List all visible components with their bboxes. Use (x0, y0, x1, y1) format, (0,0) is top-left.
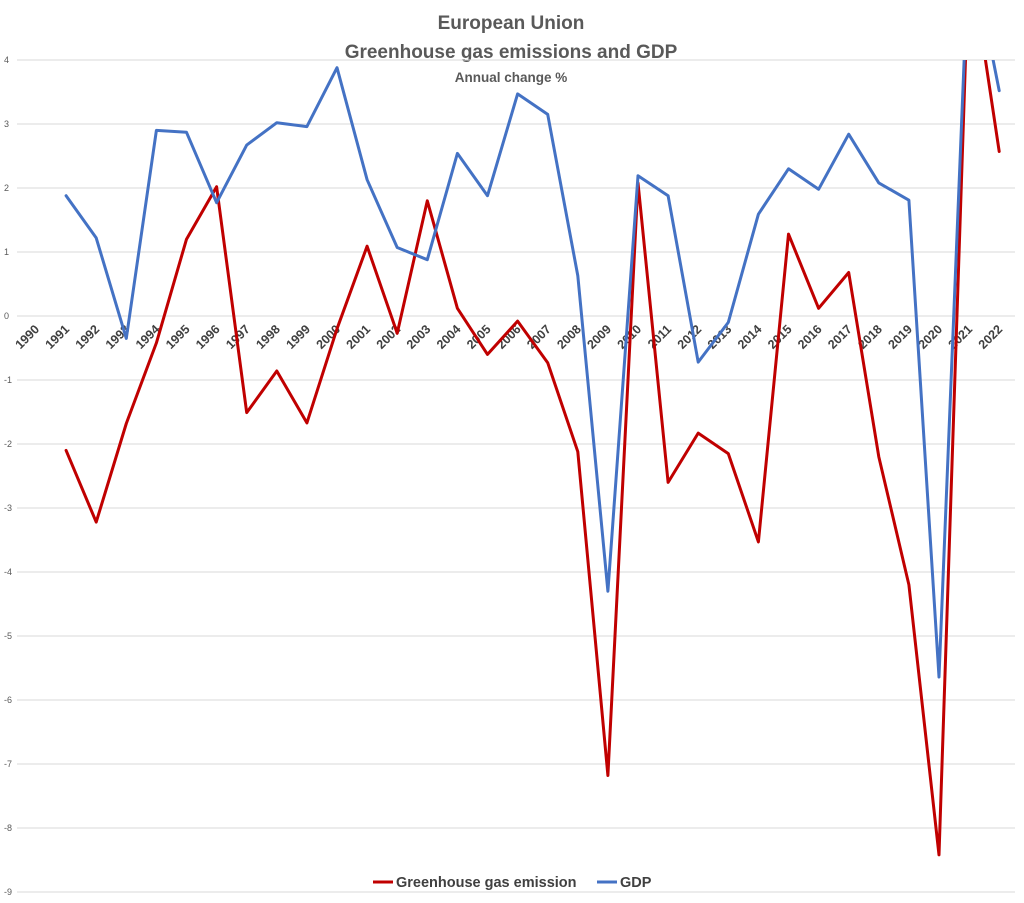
y-tick-label: 1 (4, 247, 9, 257)
y-tick-label: -4 (4, 567, 12, 577)
x-tick-label: 2017 (825, 322, 855, 352)
x-tick-label: 2012 (675, 322, 705, 352)
legend-label: Greenhouse gas emission (396, 875, 577, 891)
y-tick-label: 0 (4, 311, 9, 321)
x-tick-label: 2016 (795, 322, 825, 352)
y-axis: 4 3 2 1 0 -1 -2 -3 -4 -5 -6 -7 -8 -9 (4, 55, 12, 897)
y-tick-label: -6 (4, 695, 12, 705)
y-tick-label: 4 (4, 55, 9, 65)
chart-subtitle: Greenhouse gas emissions and GDP (345, 42, 678, 63)
y-tick-label: -8 (4, 823, 12, 833)
x-tick-label: 2014 (735, 322, 765, 352)
chart-title: European Union (438, 13, 585, 34)
x-tick-label: 1998 (253, 322, 283, 352)
x-tick-label: 2006 (494, 322, 524, 352)
x-tick-label: 1992 (73, 322, 103, 352)
gridlines (17, 59, 1015, 893)
y-tick-label: 2 (4, 183, 9, 193)
x-tick-label: 2009 (584, 322, 614, 352)
x-tick-label: 2003 (404, 322, 434, 352)
x-tick-label: 2020 (916, 322, 946, 352)
y-tick-label: -5 (4, 631, 12, 641)
x-tick-label: 2011 (645, 322, 674, 351)
x-tick-label: 2001 (344, 322, 374, 352)
y-tick-label: -2 (4, 439, 12, 449)
x-tick-label: 2008 (554, 322, 584, 352)
series (64, 60, 1001, 857)
y-tick-label: -7 (4, 759, 12, 769)
x-tick-label: 1999 (283, 322, 313, 352)
x-tick-label: 1995 (163, 322, 193, 352)
y-tick-label: -9 (4, 887, 12, 897)
x-tick-label: 1990 (13, 322, 43, 352)
legend-label: GDP (620, 875, 652, 891)
x-tick-label: 2021 (946, 322, 976, 352)
series-line-gdp (64, 60, 1001, 679)
y-tick-label: 3 (4, 119, 9, 129)
x-tick-label: 2019 (885, 322, 915, 352)
y-tick-label: -1 (4, 375, 12, 385)
chart-annotation: Annual change % (455, 70, 568, 85)
x-tick-label: 2004 (434, 322, 464, 352)
x-tick-label: 2022 (976, 322, 1006, 352)
x-tick-label: 1991 (43, 322, 73, 352)
y-tick-label: -3 (4, 503, 12, 513)
legend: Greenhouse gas emission GDP (373, 875, 652, 891)
series-line-ghg (64, 60, 1001, 857)
x-tick-label: 1996 (193, 322, 223, 352)
